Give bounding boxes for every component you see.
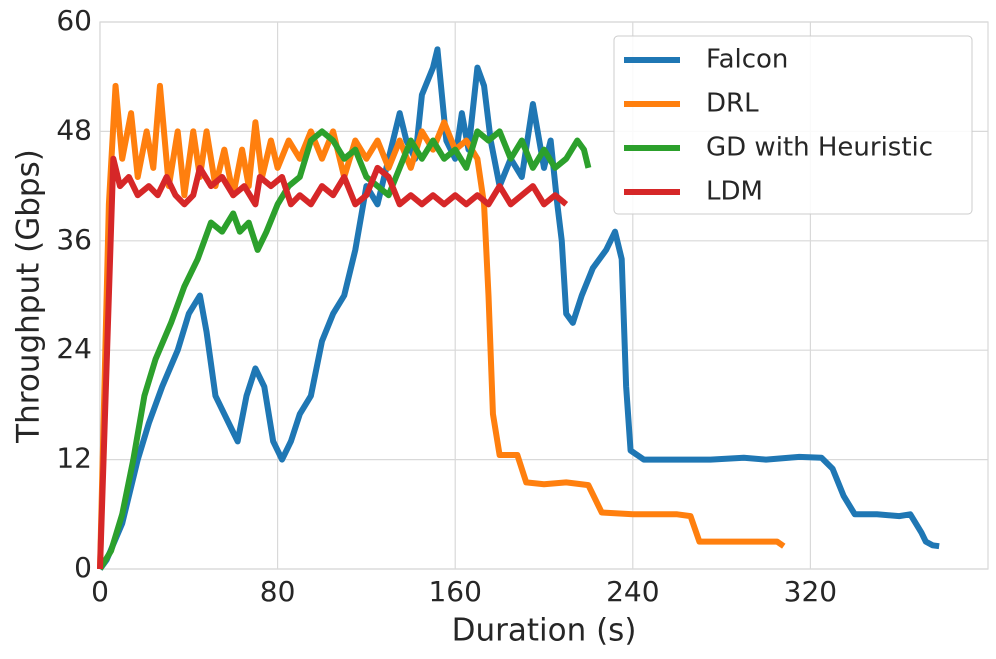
line-series: [97, 46, 940, 571]
y-tick-label: 48: [56, 113, 92, 146]
legend-label: GD with Heuristic: [706, 133, 933, 163]
y-tick-label: 60: [56, 4, 92, 37]
x-axis-label: Duration (s): [452, 613, 637, 649]
y-axis-label: Throughput (Gbps): [11, 149, 47, 444]
plot-frame: [99, 21, 989, 570]
x-tick-label: 80: [260, 575, 296, 608]
y-tick-label: 36: [56, 223, 92, 256]
y-tick-label: 0: [74, 551, 92, 584]
x-tick-label: 0: [91, 575, 109, 608]
legend-label: Falcon: [706, 45, 788, 75]
line-series: [97, 128, 592, 571]
legend-label: LDM: [706, 177, 763, 207]
x-tick-label: 320: [784, 575, 837, 608]
y-tick-label: 24: [56, 332, 92, 365]
y-tick-label: 12: [56, 442, 92, 475]
legend-box: [613, 35, 973, 215]
line-series: [97, 155, 569, 570]
x-tick-label: 160: [428, 575, 481, 608]
legend-label: DRL: [706, 89, 759, 119]
x-tick-label: 240: [606, 575, 659, 608]
